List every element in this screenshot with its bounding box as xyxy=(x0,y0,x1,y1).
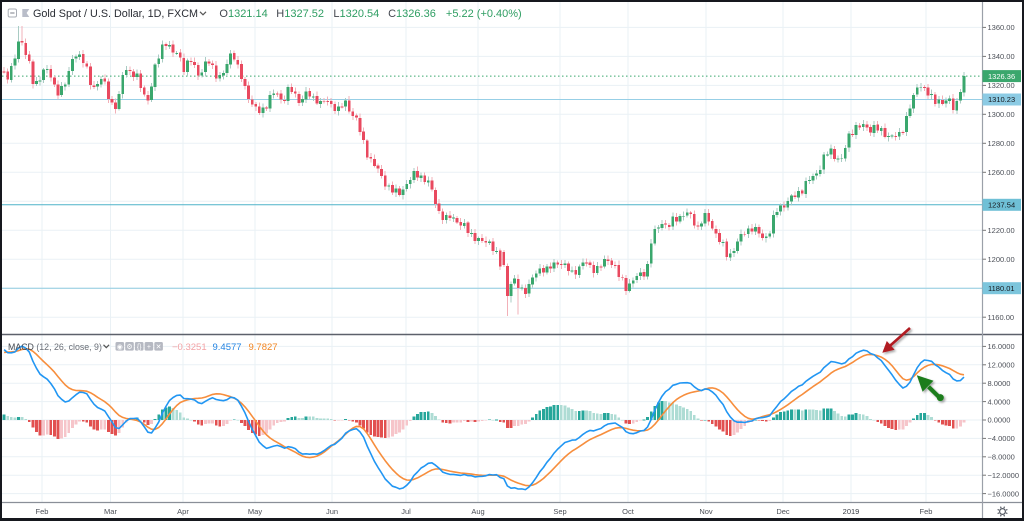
svg-text:Dec: Dec xyxy=(776,507,790,516)
svg-text:Jun: Jun xyxy=(326,507,338,516)
svg-text:+: + xyxy=(147,344,151,351)
svg-text:1260.00: 1260.00 xyxy=(988,168,1015,177)
svg-text:1360.00: 1360.00 xyxy=(988,23,1015,32)
svg-text:4.0000: 4.0000 xyxy=(988,397,1011,406)
svg-text:9.4577: 9.4577 xyxy=(213,342,242,353)
svg-text:1280.00: 1280.00 xyxy=(988,139,1015,148)
svg-text:L1320.54: L1320.54 xyxy=(333,8,379,20)
svg-text:1310.23: 1310.23 xyxy=(988,95,1015,104)
svg-text:0.0000: 0.0000 xyxy=(988,416,1011,425)
svg-text:Gold Spot / U.S. Dollar, 1D, F: Gold Spot / U.S. Dollar, 1D, FXCM xyxy=(33,8,198,20)
svg-text:12.0000: 12.0000 xyxy=(988,361,1015,370)
svg-text:Apr: Apr xyxy=(177,507,189,516)
svg-text:⚙: ⚙ xyxy=(126,343,132,351)
svg-text:Mar: Mar xyxy=(104,507,117,516)
svg-text:1200.00: 1200.00 xyxy=(988,255,1015,264)
svg-text:{}: {} xyxy=(137,344,142,351)
svg-text:Oct: Oct xyxy=(622,507,635,516)
svg-text:1300.00: 1300.00 xyxy=(988,110,1015,119)
svg-text:1326.36: 1326.36 xyxy=(988,72,1015,81)
svg-text:16.0000: 16.0000 xyxy=(988,342,1015,351)
svg-text:Jul: Jul xyxy=(401,507,411,516)
svg-text:+5.22 (+0.40%): +5.22 (+0.40%) xyxy=(446,8,522,20)
svg-text:8.0000: 8.0000 xyxy=(988,379,1011,388)
svg-text:9.7827: 9.7827 xyxy=(249,342,278,353)
svg-text:−16.0000: −16.0000 xyxy=(988,489,1020,498)
svg-text:−0.3251: −0.3251 xyxy=(172,342,207,353)
svg-text:−8.0000: −8.0000 xyxy=(988,453,1015,462)
svg-text:1160.00: 1160.00 xyxy=(988,313,1015,322)
svg-text:✕: ✕ xyxy=(156,344,162,351)
svg-text:Feb: Feb xyxy=(920,507,933,516)
svg-text:C1326.36: C1326.36 xyxy=(388,8,436,20)
svg-text:Aug: Aug xyxy=(471,507,484,516)
svg-text:MACD (12, 26, close, 9): MACD (12, 26, close, 9) xyxy=(8,342,102,352)
svg-text:Feb: Feb xyxy=(36,507,49,516)
svg-text:−12.0000: −12.0000 xyxy=(988,471,1020,480)
svg-text:Sep: Sep xyxy=(553,507,566,516)
svg-text:−4.0000: −4.0000 xyxy=(988,434,1015,443)
svg-text:1320.00: 1320.00 xyxy=(988,81,1015,90)
svg-text:1237.54: 1237.54 xyxy=(988,201,1015,210)
svg-text:Nov: Nov xyxy=(699,507,713,516)
svg-text:1340.00: 1340.00 xyxy=(988,52,1015,61)
svg-text:1180.01: 1180.01 xyxy=(988,284,1015,293)
svg-text:May: May xyxy=(248,507,262,516)
svg-text:2019: 2019 xyxy=(843,507,860,516)
svg-text:1220.00: 1220.00 xyxy=(988,226,1015,235)
svg-text:O1321.14: O1321.14 xyxy=(219,8,267,20)
svg-text:H1327.52: H1327.52 xyxy=(276,8,324,20)
svg-text:◉: ◉ xyxy=(117,344,123,351)
